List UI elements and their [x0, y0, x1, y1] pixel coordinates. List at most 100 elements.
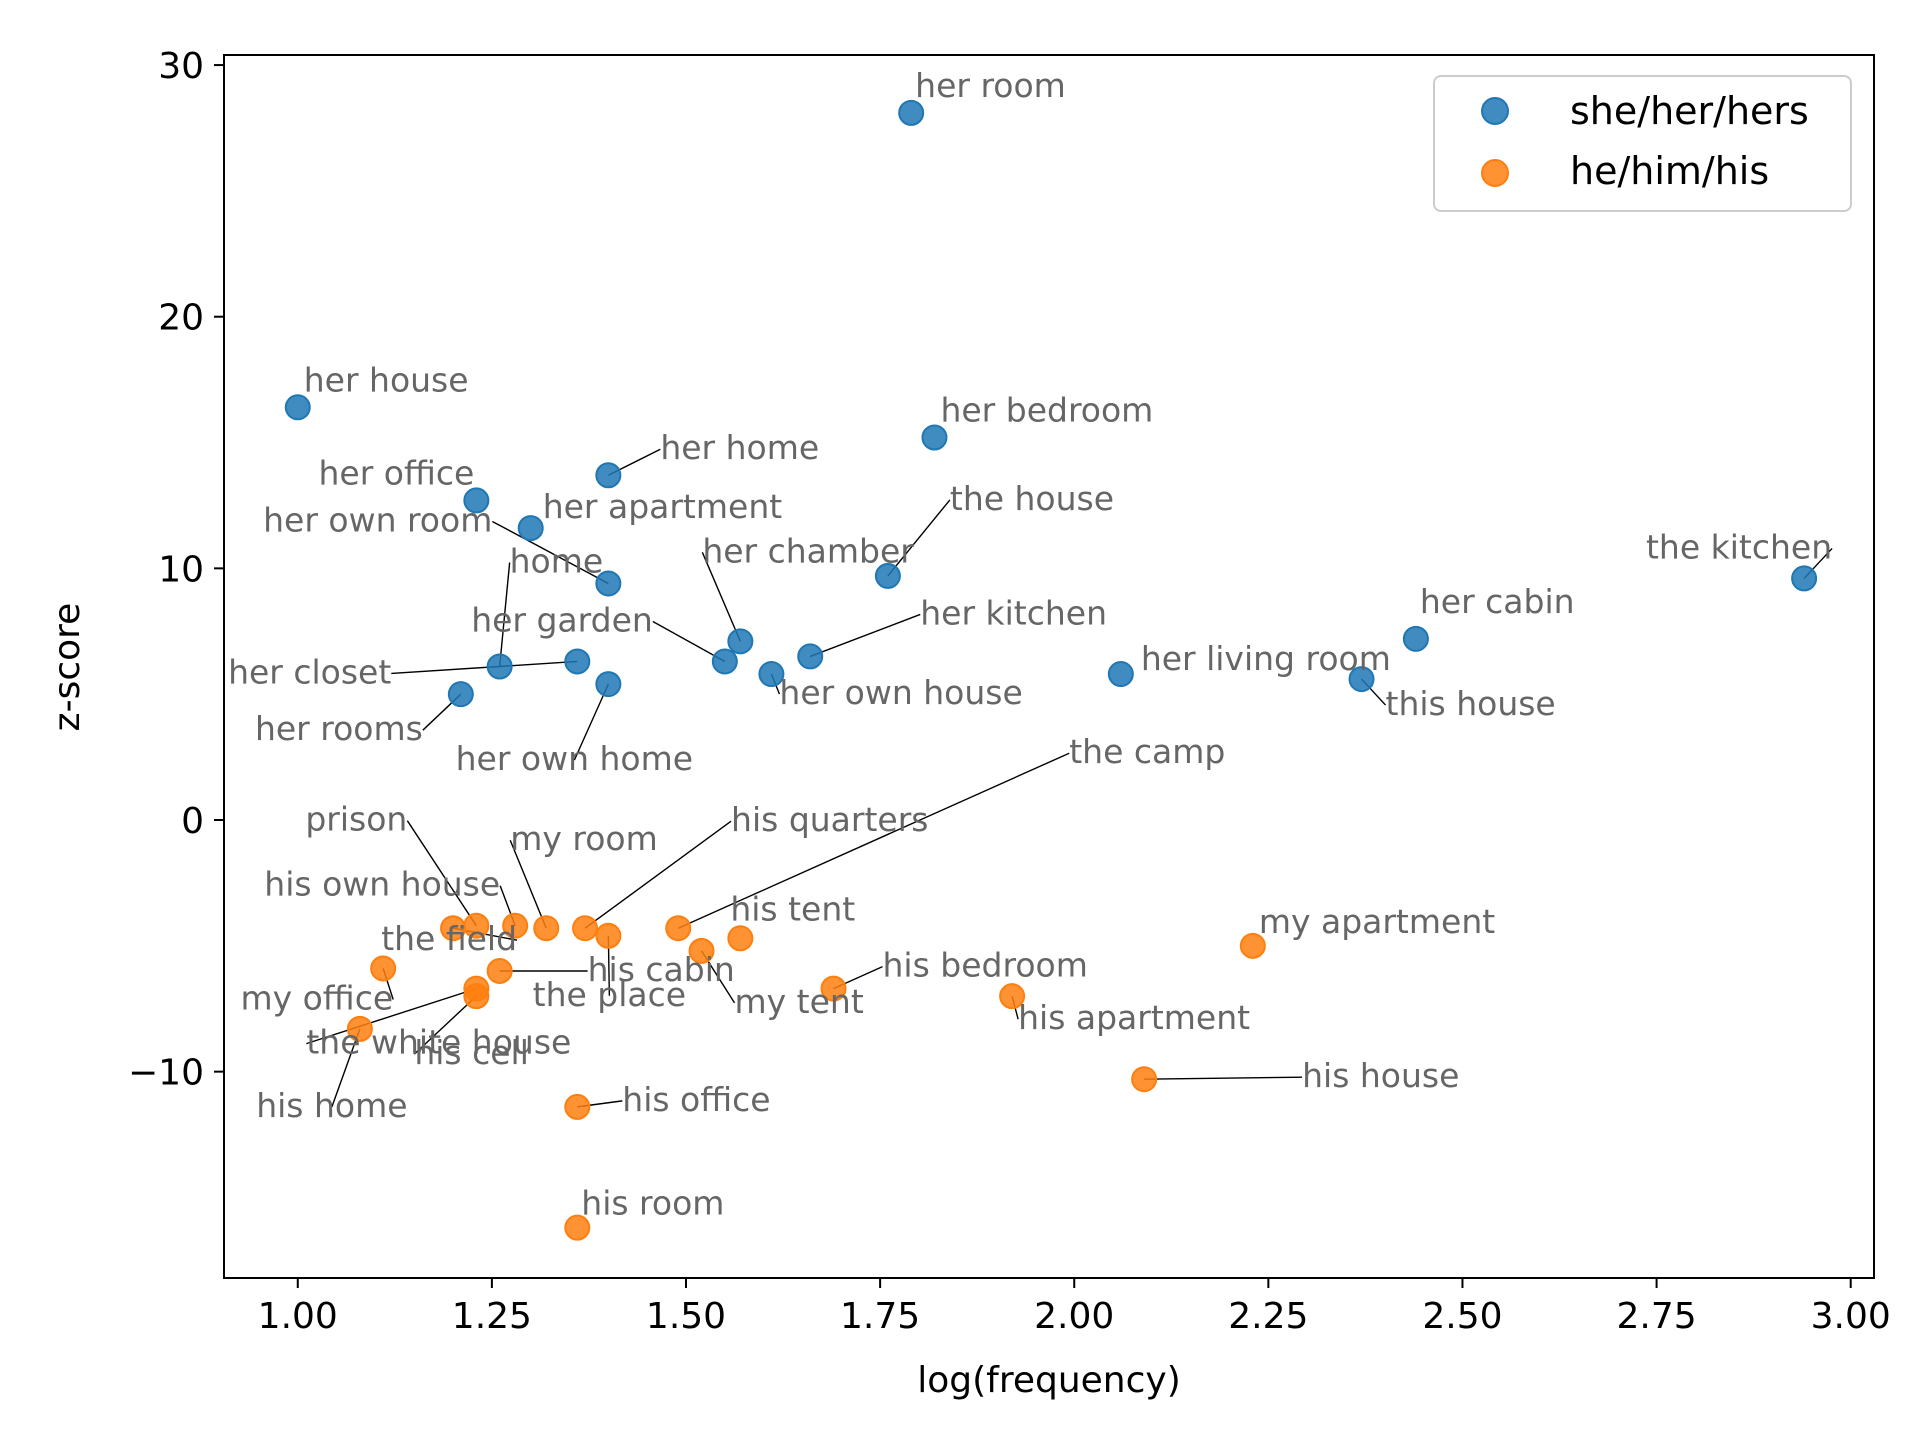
leader-line-his-cell — [413, 995, 477, 1055]
leader-line-the-camp — [677, 752, 1070, 929]
data-point-her-own-home — [595, 671, 622, 698]
point-label-my-office: my office — [240, 978, 393, 1017]
point-label-her-living-room: her living room — [1141, 639, 1391, 678]
y-tick-label: −10 — [128, 1053, 204, 1094]
point-label-her-bedroom: her bedroom — [940, 391, 1153, 430]
point-label-his-bedroom: his bedroom — [883, 946, 1088, 985]
leader-line-his-home — [331, 1028, 361, 1108]
legend-marker-she-her-hers — [1481, 97, 1509, 125]
data-point-my-office — [370, 955, 397, 982]
legend-label-she-her-hers: she/her/hers — [1570, 89, 1809, 133]
leader-line-the-white-house — [306, 987, 477, 1045]
point-label-her-own-home: her own home — [456, 739, 693, 778]
data-point-my-apartment — [1239, 932, 1266, 959]
data-point-her-office — [463, 487, 490, 514]
leader-line-her-own-room — [492, 520, 609, 585]
data-point-home — [486, 653, 513, 680]
point-label-the-kitchen: the kitchen — [1646, 527, 1832, 566]
data-point-his-cabin — [486, 957, 513, 984]
leader-line-home — [498, 562, 511, 667]
point-label-his-office: his office — [622, 1080, 770, 1119]
point-label-the-camp: the camp — [1069, 732, 1225, 771]
point-label-my-apartment: my apartment — [1259, 902, 1495, 941]
point-label-his-tent: his tent — [730, 889, 855, 928]
data-point-her-closet — [564, 648, 591, 675]
y-tick-label: 0 — [181, 801, 204, 842]
data-point-her-bedroom — [921, 424, 948, 451]
data-point-his-house — [1131, 1066, 1158, 1093]
x-tick-label: 3.00 — [1811, 1296, 1891, 1337]
legend-box — [1433, 75, 1852, 212]
point-label-his-own-house: his own house — [264, 865, 500, 904]
legend: she/her/hers he/him/his — [1433, 75, 1852, 212]
data-point-my-tent — [688, 937, 715, 964]
plot-frame — [223, 54, 1875, 1279]
data-point-the-kitchen — [1791, 565, 1818, 592]
leader-line-prison — [406, 820, 477, 927]
point-label-my-room: my room — [510, 819, 658, 858]
point-label-this-house: this house — [1386, 684, 1556, 723]
data-point-his-cell — [463, 983, 490, 1010]
data-point-the-field — [440, 915, 467, 942]
point-label-her-apartment: her apartment — [543, 487, 783, 526]
point-label-her-room: her room — [915, 66, 1066, 105]
leader-line-my-room — [509, 839, 547, 929]
data-point-this-house — [1348, 666, 1375, 693]
point-labels: her room her house her bedroom her home her … — [228, 66, 1832, 1223]
data-point-her-house — [284, 394, 311, 421]
x-tick-label: 1.75 — [840, 1296, 920, 1337]
leader-line-his-house — [1144, 1076, 1303, 1080]
leader-line-the-house — [887, 499, 951, 577]
point-label-his-quarters: his quarters — [731, 800, 928, 839]
x-tick-label: 2.50 — [1422, 1296, 1502, 1337]
data-point-her-rooms — [447, 681, 474, 708]
point-label-the-house: the house — [950, 479, 1114, 518]
point-label-her-house: her house — [304, 360, 469, 399]
point-label-her-home: her home — [660, 428, 819, 467]
point-label-my-tent: my tent — [735, 982, 864, 1021]
y-axis-ticks: −10 0 10 20 30 — [128, 46, 224, 1094]
data-point-his-quarters — [572, 915, 599, 942]
point-label-his-room: his room — [581, 1184, 724, 1223]
x-tick-label: 1.50 — [646, 1296, 726, 1337]
data-point-his-bedroom — [820, 975, 847, 1002]
data-point-the-place — [595, 922, 622, 949]
legend-label-he-him-his: he/him/his — [1570, 149, 1769, 193]
data-point-her-kitchen — [797, 643, 824, 670]
label-leader-lines — [306, 448, 1833, 1108]
data-point-the-camp — [665, 915, 692, 942]
data-point-his-own-house — [502, 912, 529, 939]
data-point-her-home — [595, 462, 622, 489]
x-tick-label: 2.00 — [1034, 1296, 1114, 1337]
data-point-her-living-room — [1107, 661, 1134, 688]
point-label-his-cabin: his cabin — [588, 950, 735, 989]
data-point-her-own-room — [595, 570, 622, 597]
point-label-her-chamber: her chamber — [702, 531, 914, 570]
point-label-home: home — [510, 542, 604, 581]
data-point-her-garden — [711, 648, 738, 675]
data-point-the-house — [874, 562, 901, 589]
point-label-the-field: the field — [381, 919, 517, 958]
point-label-her-kitchen: her kitchen — [920, 593, 1107, 632]
y-tick-label: 30 — [158, 46, 204, 87]
point-label-the-white-house: the white house — [306, 1023, 571, 1062]
y-tick-label: 10 — [158, 549, 204, 590]
leader-line-her-garden — [652, 620, 726, 663]
point-label-her-own-room: her own room — [263, 500, 492, 539]
data-point-his-room — [564, 1214, 591, 1241]
point-label-his-house: his house — [1302, 1056, 1459, 1095]
data-point-his-office — [564, 1093, 591, 1120]
data-point-his-home — [346, 1015, 373, 1042]
x-axis-label: log(frequency) — [917, 1360, 1181, 1401]
y-tick-label: 20 — [158, 298, 204, 339]
leader-line-his-quarters — [584, 820, 732, 929]
data-point-his-apartment — [999, 983, 1026, 1010]
point-label-her-cabin: her cabin — [1420, 582, 1575, 621]
data-point-her-cabin — [1402, 625, 1429, 652]
data-point-her-room — [898, 99, 925, 126]
point-label-prison: prison — [305, 800, 407, 839]
legend-marker-he-him-his — [1481, 159, 1509, 187]
